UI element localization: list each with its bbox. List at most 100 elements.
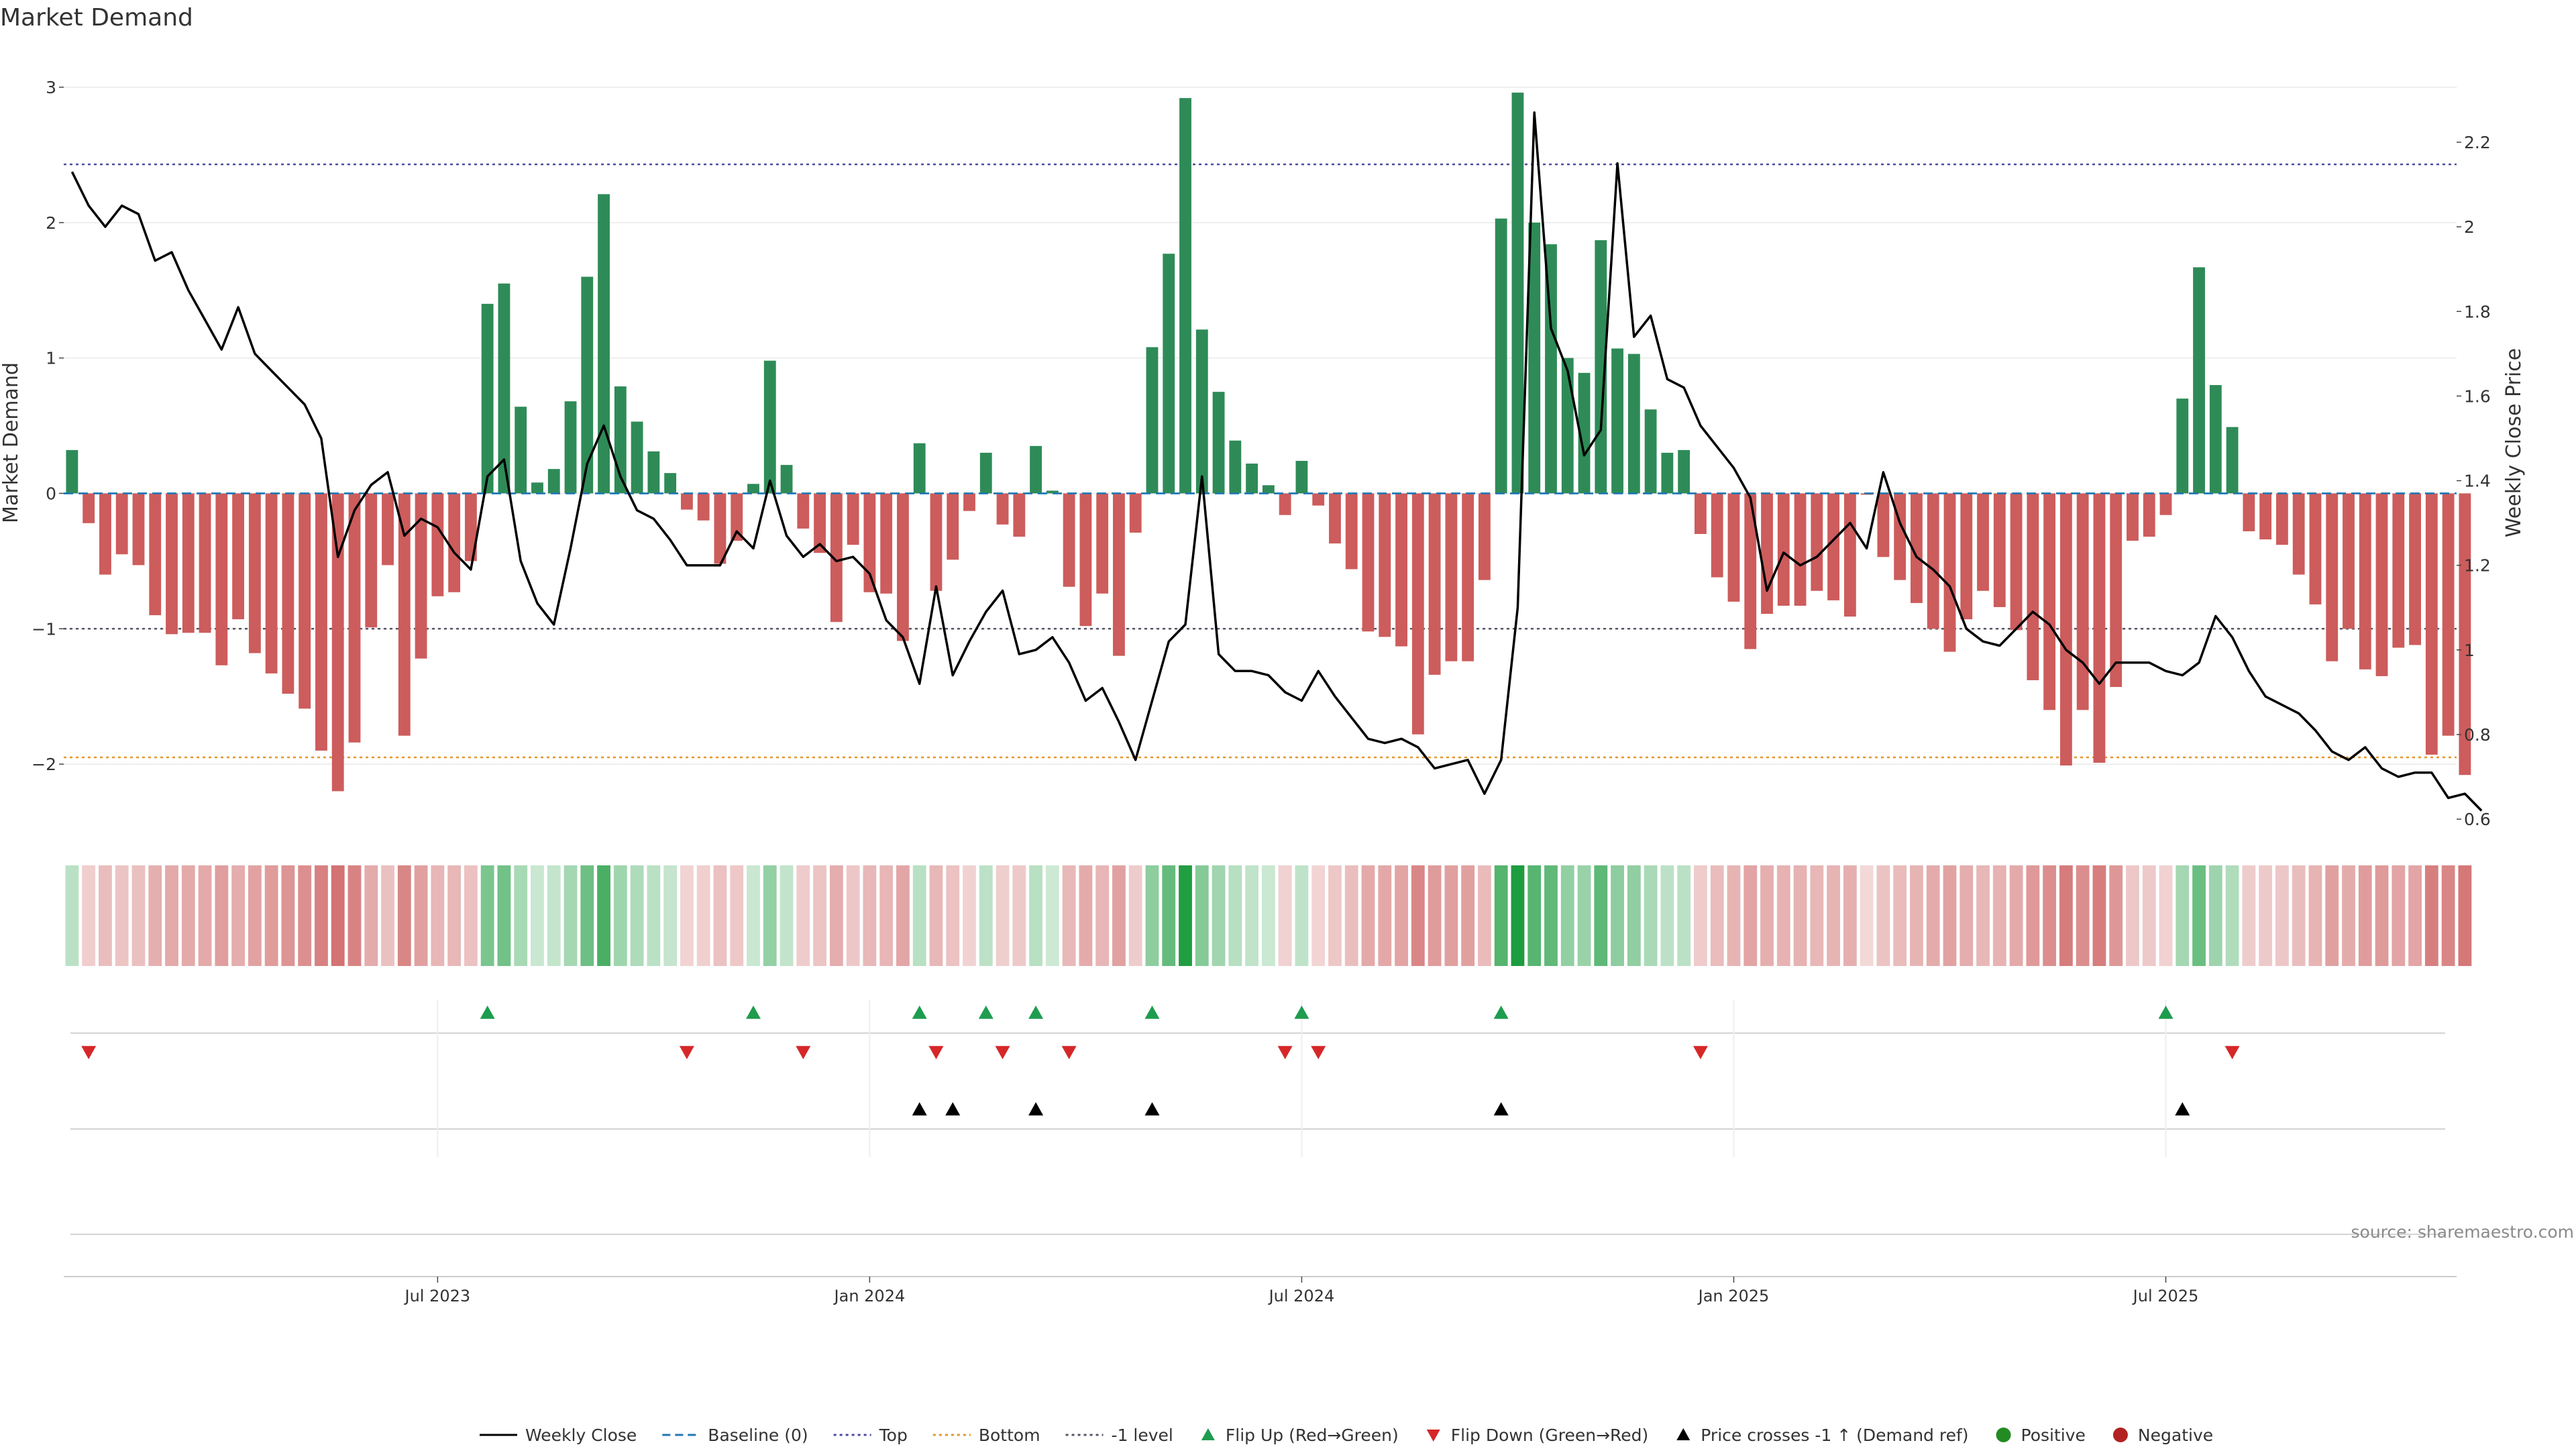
demand-bar	[2059, 493, 2072, 766]
demand-bar	[1927, 493, 1939, 629]
demand-bar	[947, 493, 959, 560]
strip-cell	[1361, 865, 1375, 966]
x-tick-label: Jul 2025	[2132, 1287, 2199, 1305]
demand-bar	[115, 493, 128, 555]
demand-bar	[830, 493, 843, 623]
demand-bar	[1395, 493, 1407, 647]
legend-symbol	[1201, 1428, 1215, 1440]
left-axis-label: Market Demand	[0, 362, 23, 523]
strip-cell	[2092, 865, 2106, 966]
demand-bar	[2176, 398, 2189, 494]
demand-bar	[863, 493, 876, 592]
demand-bar	[481, 303, 494, 494]
strip-cell	[896, 865, 910, 966]
demand-bar	[415, 493, 427, 659]
strip-cell	[1876, 865, 1890, 966]
x-tick-label: Jul 2023	[404, 1287, 471, 1305]
demand-bar	[1195, 329, 1208, 494]
left-tick-label: 3	[46, 78, 56, 97]
demand-bar	[1262, 485, 1275, 494]
demand-bar	[1777, 493, 1790, 606]
strip-cell	[1428, 865, 1442, 966]
legend-label: Flip Down (Green→Red)	[1451, 1426, 1649, 1445]
demand-bar	[1462, 493, 1474, 661]
strip-cell	[1179, 865, 1192, 966]
strip-cell	[1793, 865, 1807, 966]
strip-cell	[796, 865, 810, 966]
demand-bar	[1379, 493, 1391, 637]
strip-cell	[181, 865, 195, 966]
demand-bar	[697, 493, 710, 521]
strip-cell	[447, 865, 462, 966]
strip-cell	[2275, 865, 2289, 966]
demand-bar	[248, 493, 261, 653]
demand-bar	[1661, 452, 1674, 494]
right-tick-label: 1.6	[2464, 386, 2491, 406]
strip-cell	[580, 865, 594, 966]
strip-cell	[929, 865, 943, 966]
strip-cell	[730, 865, 744, 966]
legend-label: Bottom	[979, 1426, 1040, 1445]
strip-cell	[680, 865, 694, 966]
demand-bar	[631, 421, 643, 494]
demand-bar	[930, 493, 943, 591]
strip-cell	[647, 865, 661, 966]
demand-bar	[897, 493, 909, 641]
demand-bar	[1362, 493, 1375, 632]
strip-cell	[547, 865, 561, 966]
strip-cell	[2109, 865, 2123, 966]
strip-cell	[1544, 865, 1558, 966]
demand-bar	[1843, 493, 1856, 617]
strip-cell	[65, 865, 79, 966]
legend-symbol	[2112, 1428, 2128, 1442]
demand-bar	[1744, 493, 1757, 649]
strip-cell	[879, 865, 894, 966]
strip-cell	[1328, 865, 1342, 966]
strip-cell	[1228, 865, 1242, 966]
right-tick-label: 2	[2464, 217, 2475, 237]
flip-up-marker	[912, 1006, 927, 1019]
strip-cell	[713, 865, 727, 966]
demand-bar	[1894, 493, 1907, 580]
legend-label: Positive	[2021, 1426, 2086, 1445]
demand-bar	[2093, 493, 2106, 763]
demand-bar	[2027, 493, 2039, 680]
demand-bar	[2127, 493, 2139, 541]
demand-bar	[714, 493, 727, 564]
source-note: source: sharemaestro.com	[2351, 1222, 2575, 1242]
strip-cell	[2026, 865, 2040, 966]
demand-bar	[2010, 493, 2023, 631]
strip-cell	[1976, 865, 1990, 966]
demand-bar	[464, 493, 477, 561]
demand-bar	[1345, 493, 1358, 570]
strip-cell	[2408, 865, 2422, 966]
demand-bar	[2209, 385, 2222, 494]
strip-cell	[1261, 865, 1275, 966]
flip-up-marker	[1294, 1006, 1309, 1019]
strip-cell	[2441, 865, 2455, 966]
legend-triangle-up	[1201, 1428, 1215, 1440]
strip-cell	[1960, 865, 1974, 966]
demand-bar	[1727, 493, 1740, 602]
demand-bar	[2110, 493, 2123, 688]
demand-bar	[1993, 493, 2006, 607]
demand-bar	[1478, 493, 1491, 580]
legend-circle	[1996, 1428, 2011, 1442]
demand-bar	[2459, 493, 2471, 775]
strip-cell	[979, 865, 993, 966]
left-tick-label: 2	[46, 213, 56, 233]
demand-bar	[299, 493, 311, 709]
demand-bar	[2359, 493, 2371, 669]
strip-cell	[514, 865, 528, 966]
right-tick-label: 1.2	[2464, 556, 2491, 576]
strip-cell	[912, 865, 926, 966]
strip-cell	[480, 865, 494, 966]
legend-triangle-up	[1676, 1428, 1690, 1440]
flip-down-marker	[1311, 1046, 1326, 1059]
demand-bar	[1678, 449, 1690, 494]
strip-cell	[131, 865, 146, 966]
strip-cell	[963, 865, 976, 966]
strip-cell	[996, 865, 1010, 966]
strip-cell	[1461, 865, 1475, 966]
strip-cell	[231, 865, 246, 966]
